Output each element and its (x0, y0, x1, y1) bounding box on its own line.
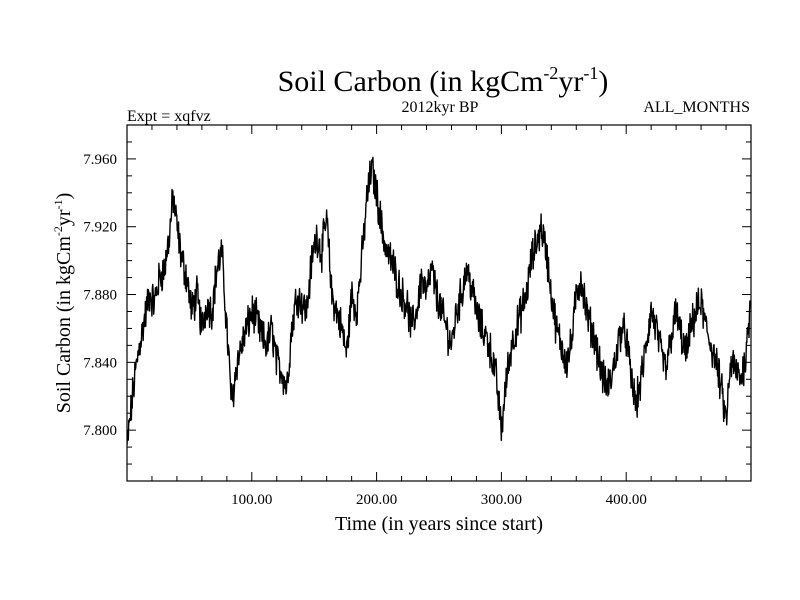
y-ticks: 7.800 7.840 7.880 7.920 7.960 (83, 124, 751, 465)
expt-label: Expt = xqfvz (127, 108, 211, 125)
x-tick-label: 100.00 (231, 492, 272, 508)
chart-title: Soil Carbon (in kgCm-2yr-1) (278, 63, 609, 98)
y-axis-label-sup2: -1 (51, 199, 65, 209)
plot-frame (126, 124, 752, 482)
y-axis-label-end: ) (53, 193, 75, 200)
chart-title-mid: yr (558, 65, 583, 98)
chart-title-sup2: -1 (583, 63, 598, 83)
y-axis-label-sup1: -2 (51, 226, 65, 236)
y-tick-label: 7.800 (83, 423, 117, 439)
x-ticks: 100.00 200.00 300.00 400.00 (151, 125, 727, 508)
y-tick-label: 7.960 (83, 152, 117, 168)
x-axis-label: Time (in years since start) (335, 513, 543, 535)
y-axis-label-mid: yr (53, 209, 75, 226)
plot-area (127, 156, 751, 446)
series-line (127, 156, 751, 446)
months-label: ALL_MONTHS (643, 99, 750, 116)
chart-title-main: Soil Carbon (in kgCm (278, 65, 544, 98)
x-tick-label: 300.00 (481, 492, 522, 508)
x-tick-label: 200.00 (356, 492, 397, 508)
y-tick-label: 7.920 (83, 220, 117, 236)
y-tick-label: 7.880 (83, 288, 117, 304)
x-tick-label: 400.00 (606, 492, 647, 508)
y-axis-label-main: Soil Carbon (in kgCm (53, 236, 75, 414)
chart-title-sup1: -2 (543, 63, 558, 83)
period-label: 2012kyr BP (402, 99, 479, 116)
y-tick-label: 7.840 (83, 355, 117, 371)
chart-title-end: ) (598, 65, 608, 98)
y-axis-label: Soil Carbon (in kgCm-2yr-1) (51, 193, 75, 414)
